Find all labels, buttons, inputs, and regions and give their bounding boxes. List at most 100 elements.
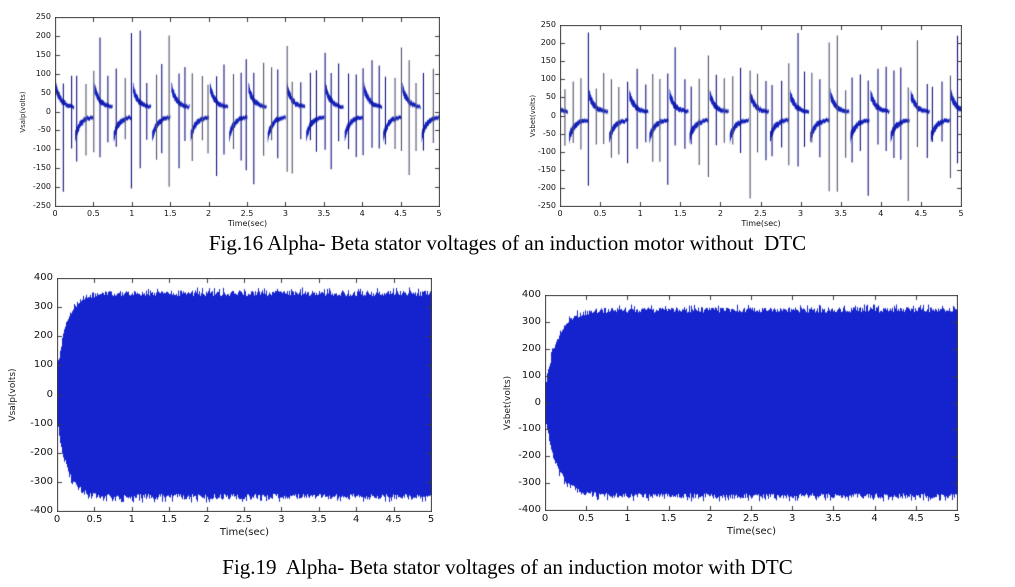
y-tick-label: -400 bbox=[518, 504, 541, 515]
x-tick-label: 5 bbox=[958, 209, 964, 218]
chart-beta-stator-voltage-with-dtc: -400 -300 -200 -100 0 100 200 300 400 0 0.5 1 1.5 2 2.… bbox=[498, 280, 973, 538]
x-tick-label: 4.5 bbox=[394, 209, 407, 218]
y-tick-label: 400 bbox=[33, 272, 53, 283]
y-tick-label: -200 bbox=[537, 182, 556, 192]
y-tick-label: -300 bbox=[518, 477, 541, 489]
x-tick-label: 1 bbox=[128, 514, 135, 525]
x-axis-label: Time(sec) bbox=[219, 527, 270, 538]
y-tick-label: 0 bbox=[46, 388, 53, 400]
y-axis-label: Vsbet(volts) bbox=[503, 375, 513, 431]
x-tick-label: 3 bbox=[278, 514, 285, 525]
y-tick-label: -50 bbox=[542, 128, 556, 138]
x-tick-label: 5 bbox=[427, 514, 435, 525]
x-tick-label: 3 bbox=[798, 209, 804, 218]
x-axis-label: Time(sec) bbox=[227, 219, 268, 228]
y-tick-label: -100 bbox=[30, 417, 53, 429]
y-tick-label: -150 bbox=[537, 164, 556, 174]
x-tick-label: 2.5 bbox=[754, 209, 767, 218]
x-tick-label: 0 bbox=[53, 514, 61, 525]
plot-area-beta-stator-voltage-with-dtc bbox=[545, 295, 958, 511]
x-tick-label: 2 bbox=[717, 209, 723, 218]
x-axis-label: Time(sec) bbox=[726, 526, 777, 537]
y-tick-label: 150 bbox=[35, 49, 51, 59]
y-tick-label: -50 bbox=[37, 125, 51, 135]
x-tick-label: 3.5 bbox=[825, 513, 842, 524]
x-tick-label: 2.5 bbox=[236, 514, 252, 525]
figure-19-caption: Fig.19 Alpha- Beta stator voltages of an… bbox=[222, 555, 793, 579]
x-tick-label: 5 bbox=[953, 513, 961, 524]
y-tick-label: -200 bbox=[32, 182, 51, 192]
y-tick-label: -400 bbox=[30, 505, 53, 516]
y-tick-label: -300 bbox=[30, 475, 53, 487]
y-tick-label: -250 bbox=[32, 201, 51, 210]
x-tick-label: 4 bbox=[871, 513, 878, 524]
x-tick-label: 0 bbox=[541, 513, 549, 524]
y-tick-label: 0 bbox=[45, 106, 51, 116]
x-tick-label: 1 bbox=[637, 209, 643, 218]
y-tick-label: 200 bbox=[33, 330, 53, 342]
x-tick-label: 3.5 bbox=[834, 209, 848, 218]
y-tick-label: 100 bbox=[540, 74, 556, 84]
y-tick-label: 0 bbox=[534, 396, 541, 408]
y-tick-label: -200 bbox=[518, 450, 541, 462]
chart-alpha-stator-voltage-with-dtc: -400 -300 -200 -100 0 100 200 300 400 0 0.5 1 1.5 2 2.… bbox=[2, 264, 470, 539]
y-tick-label: 250 bbox=[35, 12, 51, 21]
y-tick-label: 100 bbox=[35, 68, 51, 78]
chart-beta-stator-voltage-without-dtc: -250 -200 -150 -100 -50 0 50 100 150 200 250 0 0.5 1 1… bbox=[513, 2, 979, 230]
y-tick-label: 300 bbox=[33, 301, 53, 313]
x-tick-label: 1 bbox=[624, 513, 631, 524]
y-tick-label: 0 bbox=[550, 110, 556, 120]
x-tick-label: 4 bbox=[353, 514, 360, 525]
x-tick-label: 3 bbox=[282, 209, 288, 218]
x-tick-label: 1.5 bbox=[161, 514, 178, 525]
figure-16-caption: Fig.16 Alpha- Beta stator voltages of an… bbox=[208, 231, 807, 255]
x-tick-label: 2.5 bbox=[240, 209, 254, 218]
plot-area-beta-stator-voltage-without-dtc bbox=[560, 25, 962, 207]
x-tick-label: 3 bbox=[789, 513, 796, 524]
y-tick-label: 150 bbox=[540, 56, 556, 66]
x-axis-label: Time(sec) bbox=[741, 219, 781, 228]
y-tick-label: -150 bbox=[32, 163, 51, 173]
y-tick-label: -200 bbox=[30, 446, 53, 458]
chart-alpha-stator-voltage-without-dtc: -250 -200 -150 -100 -50 0 50 100 150 200 250 0 0.5 1 1… bbox=[2, 2, 468, 230]
x-tick-label: 1 bbox=[129, 209, 135, 218]
x-tick-label: 3.5 bbox=[310, 514, 327, 525]
y-axis-label: Vsbet(volts) bbox=[529, 94, 537, 138]
x-tick-label: 1.5 bbox=[163, 209, 177, 218]
x-tick-label: 4.5 bbox=[907, 513, 924, 524]
y-tick-label: 300 bbox=[521, 315, 541, 327]
x-tick-label: 5 bbox=[436, 209, 442, 218]
y-tick-label: 100 bbox=[521, 369, 541, 381]
y-tick-label: 50 bbox=[545, 92, 556, 102]
y-tick-label: 200 bbox=[540, 38, 556, 48]
y-tick-label: -100 bbox=[32, 144, 51, 154]
x-tick-label: 0.5 bbox=[86, 514, 103, 525]
x-tick-label: 1.5 bbox=[673, 209, 687, 218]
x-tick-label: 4 bbox=[359, 209, 365, 218]
plot-area-alpha-stator-voltage-with-dtc bbox=[57, 278, 432, 512]
x-tick-label: 1.5 bbox=[660, 513, 677, 524]
y-tick-label: -100 bbox=[518, 423, 541, 435]
x-tick-label: 4.5 bbox=[385, 514, 402, 525]
x-tick-label: 0 bbox=[557, 209, 563, 218]
y-tick-label: 200 bbox=[521, 342, 541, 354]
x-tick-label: 0.5 bbox=[593, 209, 607, 218]
y-tick-label: 200 bbox=[35, 30, 51, 40]
y-tick-label: -100 bbox=[537, 146, 556, 156]
plot-area-alpha-stator-voltage-without-dtc bbox=[55, 17, 440, 207]
y-tick-label: 50 bbox=[40, 87, 51, 97]
y-tick-label: 100 bbox=[33, 359, 53, 371]
x-tick-label: 2 bbox=[706, 513, 713, 524]
x-tick-label: 2 bbox=[203, 514, 210, 525]
x-tick-label: 2.5 bbox=[743, 513, 759, 524]
x-tick-label: 2 bbox=[206, 209, 212, 218]
y-tick-label: -250 bbox=[537, 201, 556, 210]
x-tick-label: 3.5 bbox=[317, 209, 331, 218]
x-tick-label: 4.5 bbox=[914, 209, 928, 218]
y-axis-label: Vsalp(volts) bbox=[19, 91, 27, 133]
x-tick-label: 0.5 bbox=[578, 513, 595, 524]
y-tick-label: 400 bbox=[521, 289, 541, 300]
y-axis-label: Vsalp(volts) bbox=[8, 368, 18, 422]
y-tick-label: 250 bbox=[540, 20, 556, 29]
x-tick-label: 4 bbox=[878, 209, 884, 218]
